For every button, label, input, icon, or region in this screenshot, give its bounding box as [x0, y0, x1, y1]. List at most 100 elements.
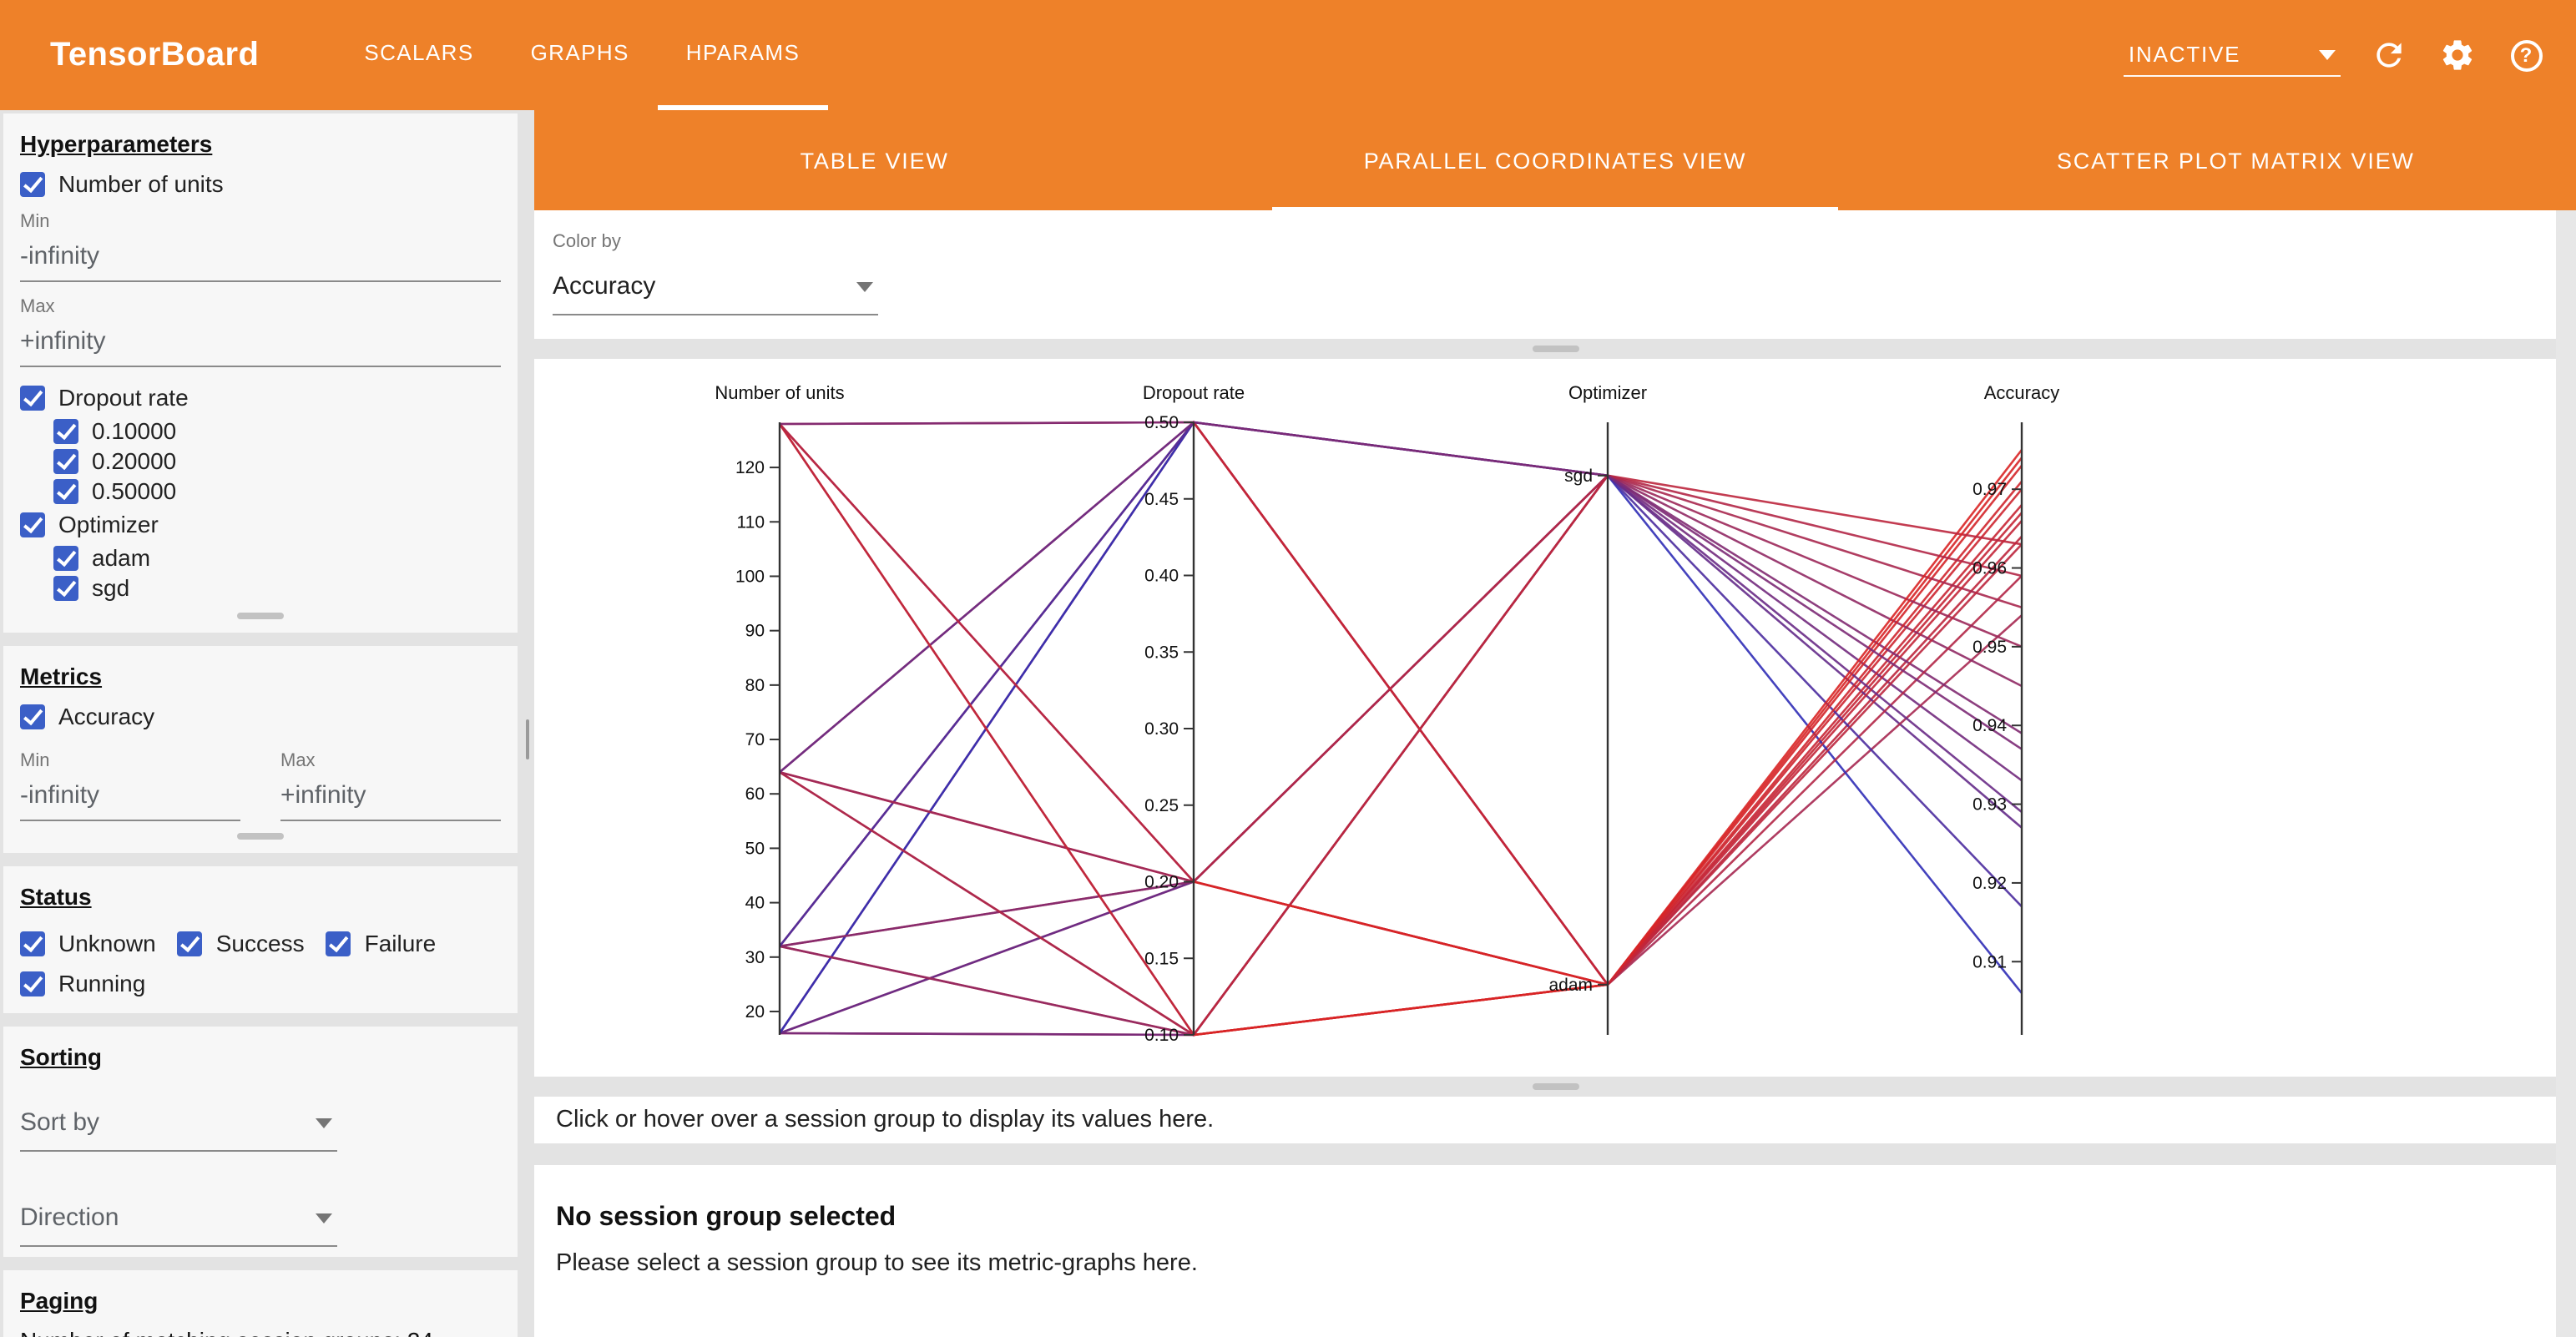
session-group-line[interactable] — [779, 535, 2023, 1035]
axis-title: Number of units — [715, 382, 844, 403]
sorting-panel: Sorting Sort by Direction — [3, 1027, 518, 1257]
dropout-option-label: 0.50000 — [92, 477, 177, 504]
session-group-line[interactable] — [779, 423, 2023, 884]
resize-handle[interactable] — [1532, 346, 1578, 352]
session-group-line[interactable] — [779, 421, 2023, 750]
axis-tick-label: 110 — [737, 512, 765, 532]
session-group-line[interactable] — [779, 464, 2023, 1037]
reload-status-dropdown[interactable]: INACTIVE — [2124, 33, 2341, 77]
optimizer-option-sgd[interactable]: sgd — [53, 574, 501, 601]
checkbox-checked-icon[interactable] — [20, 512, 45, 537]
help-icon: ? — [2510, 39, 2542, 71]
checkbox-checked-icon[interactable] — [53, 545, 78, 570]
session-group-line[interactable] — [779, 421, 2023, 986]
axis-tick-label: 0.95 — [1972, 638, 2007, 657]
accuracy-min-input[interactable] — [20, 771, 240, 821]
color-by-dropdown[interactable]: Accuracy — [553, 257, 878, 315]
dropout-option-1[interactable]: 0.10000 — [53, 417, 501, 444]
optimizer-option-label: sgd — [92, 574, 130, 601]
parallel-coordinates-chart[interactable]: Number of units 20 30 40 50 60 70 80 90 100 110 120… — [534, 359, 2554, 1077]
checkbox-checked-icon[interactable] — [53, 418, 78, 443]
units-min-input[interactable] — [20, 232, 501, 282]
hparam-optimizer[interactable]: Optimizer — [20, 511, 501, 537]
hparam-number-of-units-label: Number of units — [58, 170, 224, 197]
tab-hparams[interactable]: HPARAMS — [657, 0, 829, 110]
sort-by-dropdown[interactable]: Sort by — [20, 1093, 337, 1152]
session-group-line[interactable] — [778, 423, 2023, 1037]
axis-tick-label: 0.94 — [1972, 716, 2007, 735]
resize-handle[interactable] — [1532, 1083, 1578, 1090]
dropout-option-3[interactable]: 0.50000 — [53, 477, 501, 504]
status-option-label: Unknown — [58, 930, 156, 956]
paging-panel: Paging Number of matching session groups… — [3, 1270, 518, 1337]
tab-scatter-plot-matrix-view[interactable]: SCATTER PLOT MATRIX VIEW — [2056, 148, 2415, 173]
axis-tick-label: 0.50 — [1144, 413, 1179, 432]
metric-accuracy[interactable]: Accuracy — [20, 703, 501, 729]
status-heading: Status — [20, 883, 92, 910]
status-option-running[interactable]: Running — [20, 970, 145, 996]
refresh-button[interactable] — [2369, 35, 2409, 75]
checkbox-checked-icon[interactable] — [53, 448, 78, 473]
status-option-success[interactable]: Success — [177, 930, 305, 956]
dropout-option-label: 0.10000 — [92, 417, 177, 444]
axis-tick-label: 0.15 — [1144, 949, 1179, 968]
help-button[interactable]: ? — [2506, 35, 2546, 75]
tab-parallel-coordinates-view[interactable]: PARALLEL COORDINATES VIEW — [1215, 110, 1895, 210]
axis-tick-label: 0.10 — [1144, 1026, 1179, 1045]
axis-tick-label: 90 — [745, 622, 765, 641]
settings-button[interactable] — [2437, 35, 2478, 75]
checkbox-checked-icon[interactable] — [53, 575, 78, 600]
direction-dropdown[interactable]: Direction — [20, 1188, 337, 1247]
sorting-heading: Sorting — [20, 1043, 102, 1070]
status-option-failure[interactable]: Failure — [326, 930, 437, 956]
checkbox-checked-icon[interactable] — [53, 478, 78, 503]
color-by-card: Color by Accuracy — [534, 210, 2576, 339]
checkbox-checked-icon[interactable] — [177, 931, 203, 956]
chevron-down-icon — [316, 1118, 332, 1128]
resize-handle[interactable] — [237, 833, 284, 840]
checkbox-checked-icon[interactable] — [20, 971, 45, 996]
units-min-field: Min — [20, 212, 501, 282]
axis-tick-label: 30 — [745, 948, 765, 967]
session-group-line[interactable] — [778, 421, 2023, 947]
axis-tick-label: 80 — [745, 676, 765, 695]
sort-by-value: Sort by — [20, 1108, 100, 1137]
chevron-down-icon — [2319, 49, 2336, 59]
accuracy-max-label: Max — [280, 751, 316, 771]
status-option-label: Failure — [364, 930, 437, 956]
checkbox-checked-icon[interactable] — [20, 171, 45, 196]
axis-tick-label: 120 — [735, 458, 765, 477]
checkbox-checked-icon[interactable] — [20, 385, 45, 410]
optimizer-option-adam[interactable]: adam — [53, 544, 501, 571]
resize-handle[interactable] — [237, 613, 284, 619]
axis-title: Dropout rate — [1143, 382, 1245, 403]
sidebar-resize-handle[interactable] — [523, 110, 534, 1337]
session-group-line[interactable] — [779, 480, 2023, 986]
body-row: Hyperparameters Number of units Min Max … — [0, 110, 2576, 1337]
accuracy-min-field: Min — [20, 736, 240, 821]
checkbox-checked-icon[interactable] — [20, 931, 45, 956]
no-selection-card: No session group selected Please select … — [534, 1165, 2576, 1337]
accuracy-max-field: Max — [280, 736, 501, 821]
tab-scalars[interactable]: SCALARS — [364, 40, 474, 65]
dropout-option-2[interactable]: 0.20000 — [53, 447, 501, 474]
axis-tick-label: 0.35 — [1144, 643, 1179, 662]
tab-table-view[interactable]: TABLE VIEW — [800, 148, 949, 173]
session-group-line[interactable] — [779, 488, 2023, 1037]
chevron-down-icon — [856, 281, 873, 291]
axis-tick-label: 0.92 — [1972, 874, 2007, 893]
hparam-dropout-rate[interactable]: Dropout rate — [20, 384, 501, 411]
axis-tick-label: adam — [1548, 976, 1593, 995]
units-max-input[interactable] — [20, 317, 501, 367]
session-group-line[interactable] — [779, 504, 2023, 986]
metrics-heading: Metrics — [20, 663, 103, 689]
status-option-unknown[interactable]: Unknown — [20, 930, 156, 956]
scrollbar-track[interactable] — [2556, 210, 2576, 1337]
checkbox-checked-icon[interactable] — [20, 704, 45, 729]
status-option-label: Running — [58, 970, 146, 996]
axis-tick-label: 0.25 — [1144, 796, 1179, 815]
checkbox-checked-icon[interactable] — [326, 931, 351, 956]
accuracy-max-input[interactable] — [280, 771, 501, 821]
tab-graphs[interactable]: GRAPHS — [530, 40, 629, 65]
hparam-number-of-units[interactable]: Number of units — [20, 170, 501, 197]
